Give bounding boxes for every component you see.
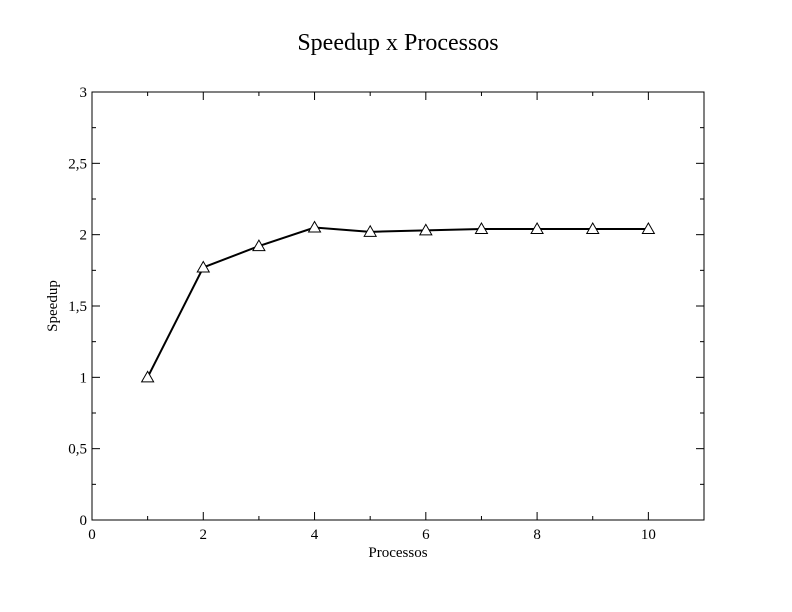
data-point-marker — [641, 221, 656, 234]
x-tick-label: 8 — [533, 527, 541, 543]
data-point-marker — [363, 224, 378, 237]
data-point-marker — [585, 221, 600, 234]
x-tick-label: 4 — [311, 527, 319, 543]
data-point-marker — [140, 370, 155, 383]
y-axis-ticks: 0 0,5 1 1,5 2 2,5 3 — [68, 85, 704, 529]
y-tick-label: 1,5 — [68, 299, 87, 315]
y-tick-label: 0 — [80, 513, 88, 529]
y-tick-label: 3 — [80, 85, 88, 101]
data-point-marker — [196, 260, 211, 273]
data-point-marker — [418, 223, 433, 236]
data-point-marker — [252, 239, 266, 252]
y-tick-label: 0,5 — [68, 442, 87, 458]
series-line — [146, 226, 649, 378]
x-axis-ticks: 0 2 4 6 8 10 — [88, 92, 705, 543]
y-tick-label: 1 — [80, 370, 88, 386]
data-point-marker — [307, 220, 322, 233]
x-axis-label: Processos — [368, 545, 427, 561]
data-point-marker — [474, 221, 489, 234]
chart-title: Speedup x Processos — [297, 30, 498, 56]
x-tick-label: 2 — [200, 527, 208, 543]
x-tick-label: 6 — [422, 527, 430, 543]
x-tick-label: 0 — [88, 527, 96, 543]
data-point-marker — [530, 221, 544, 234]
series-layer — [140, 220, 656, 383]
y-tick-label: 2,5 — [68, 156, 87, 172]
y-tick-label: 2 — [80, 228, 88, 244]
y-axis-label: Speedup — [45, 280, 61, 332]
x-tick-label: 10 — [641, 527, 656, 543]
